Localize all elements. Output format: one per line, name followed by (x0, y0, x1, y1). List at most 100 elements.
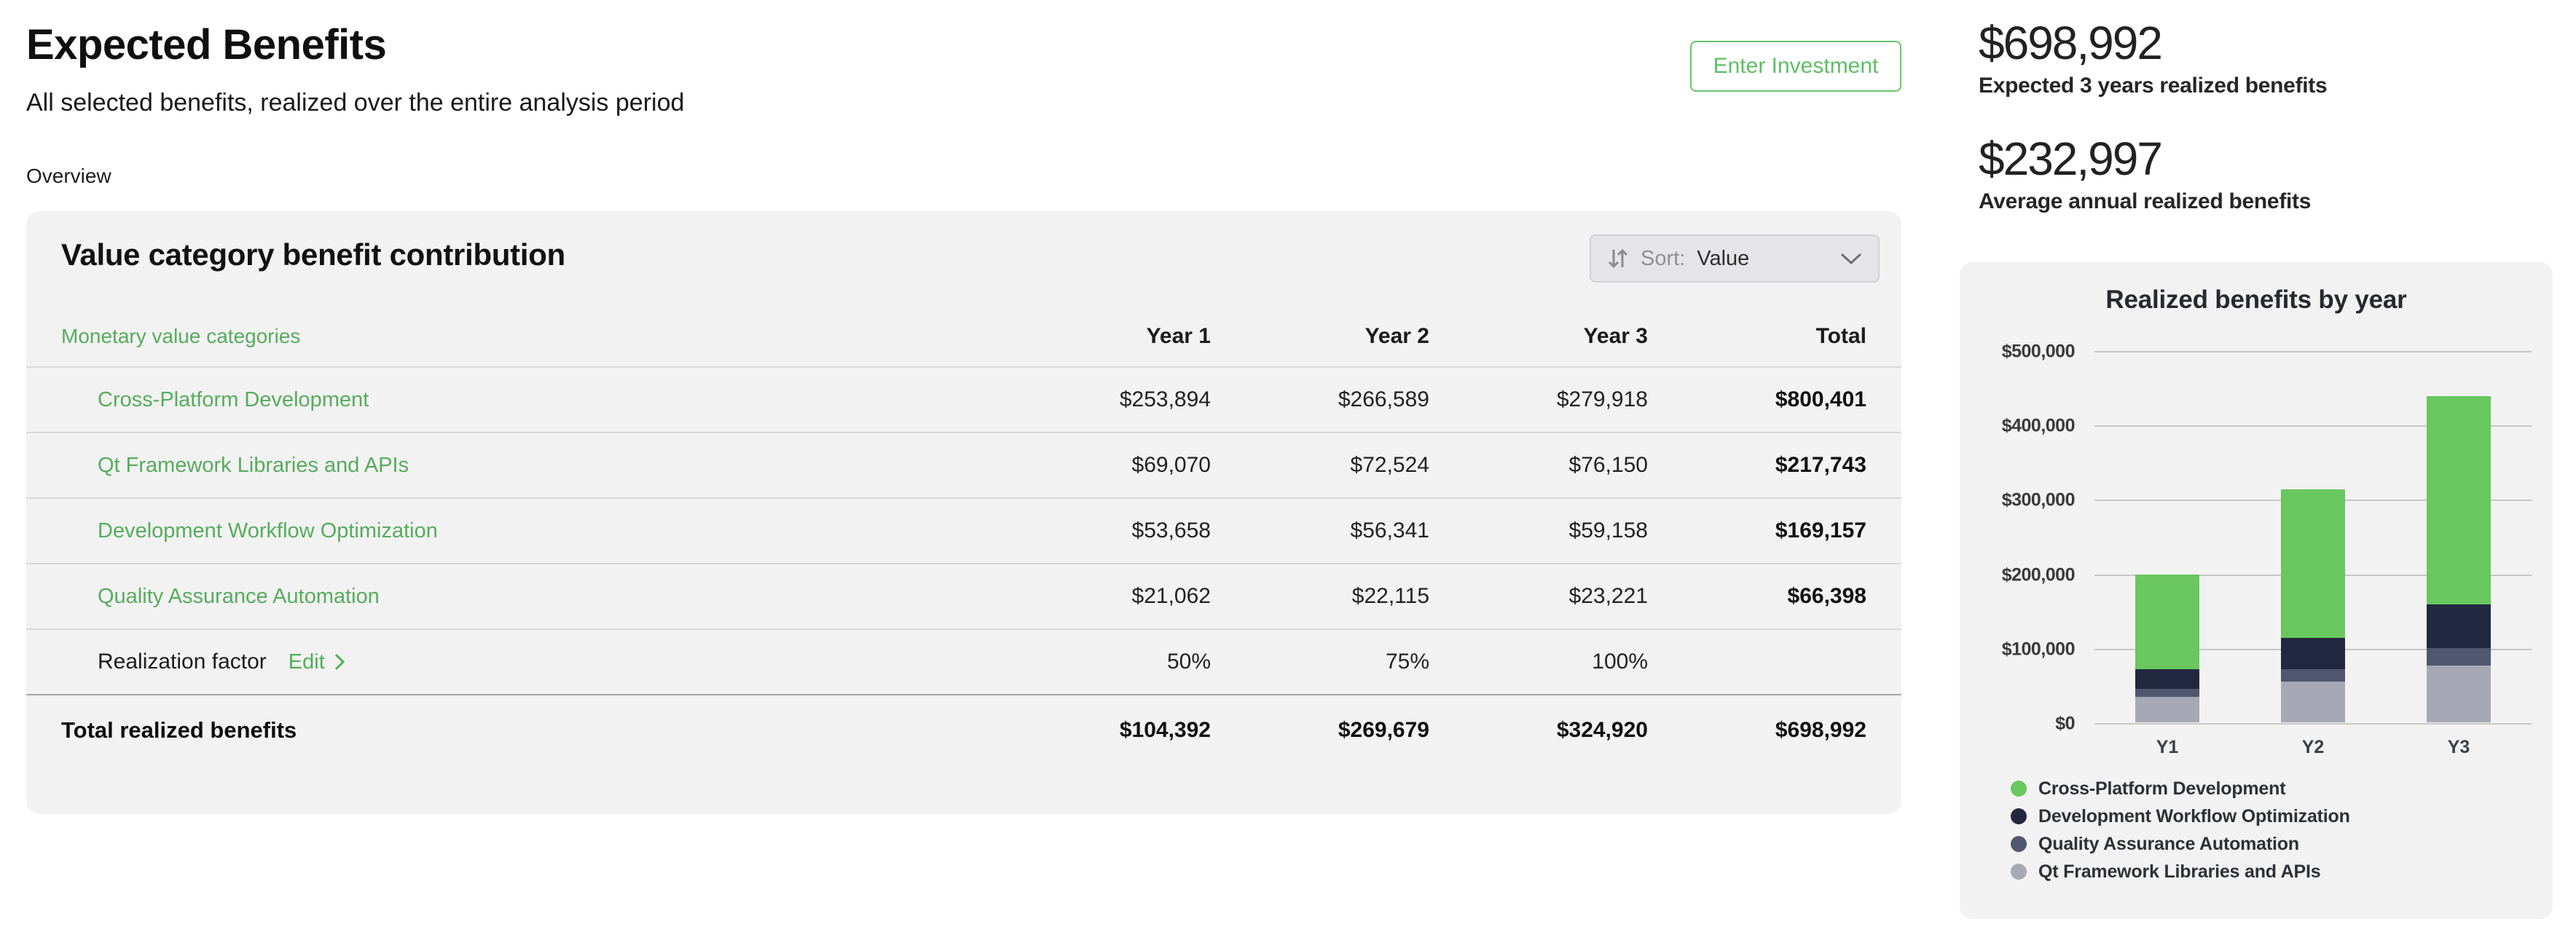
row-total-value: $169,157 (1775, 518, 1866, 543)
row-year-value: $53,658 (1131, 518, 1211, 543)
realization-factor-row: Realization factor Edit 50% 75% 100% (26, 630, 1901, 695)
column-header-year3: Year 3 (1583, 323, 1648, 348)
metric-total-benefits: $698,992 Expected 3 years realized benef… (1979, 17, 2328, 98)
category-link[interactable]: Qt Framework Libraries and APIs (98, 454, 409, 477)
enter-investment-button[interactable]: Enter Investment (1690, 41, 1901, 92)
row-year-value: $76,150 (1568, 453, 1648, 477)
metric-average-annual: $232,997 Average annual realized benefit… (1979, 134, 2327, 214)
bar-segment (2427, 648, 2491, 666)
row-year-value: $253,894 (1119, 387, 1211, 411)
legend-dot-icon (2011, 836, 2027, 852)
row-year-value: $59,158 (1568, 518, 1648, 543)
row-year-value: $22,115 (1351, 584, 1429, 608)
y-axis-label: $400,000 (2001, 415, 2076, 436)
x-axis-label: Y1 (2156, 737, 2179, 757)
bar-segment (2427, 666, 2491, 722)
legend-dot-icon (2011, 781, 2027, 797)
y-axis-label: $100,000 (2001, 639, 2076, 660)
benefit-table: Monetary value categories Year 1 Year 2 … (26, 306, 1901, 765)
row-year-value: $266,589 (1338, 387, 1429, 411)
bar-segment (2281, 682, 2345, 722)
total-row-label: Total realized benefits (61, 717, 297, 743)
stacked-bar-y1 (2135, 574, 2199, 722)
row-year-value: $56,341 (1350, 518, 1429, 543)
realized-benefits-chart-card: Realized benefits by year $0 $100,000 $200… (1960, 262, 2553, 919)
bar-segment (2135, 574, 2199, 669)
row-year-value: $72,524 (1350, 453, 1429, 477)
y-axis-label: $200,000 (2001, 564, 2076, 585)
category-link[interactable]: Cross-Platform Development (98, 388, 369, 411)
row-year-value: $69,070 (1131, 453, 1211, 477)
edit-realization-link[interactable]: Edit (288, 650, 345, 674)
chart-title: Realized benefits by year (2105, 285, 2407, 314)
column-header-year2: Year 2 (1364, 323, 1429, 348)
metric-label: Average annual realized benefits (1979, 189, 2312, 214)
stacked-bar-y3 (2427, 395, 2491, 722)
column-header-total: Total (1815, 323, 1866, 348)
bar-segment (2281, 669, 2345, 682)
category-cell: Qt Framework Libraries and APIs (61, 453, 992, 478)
total-year3: $324,920 (1556, 718, 1648, 742)
sort-selected-value: Value (1697, 246, 1750, 270)
bar-segment (2135, 688, 2199, 697)
table-body: Cross-Platform Development $253,894 $266,5… (26, 368, 1901, 630)
tab-overview[interactable]: Overview (26, 165, 111, 187)
total-row: Total realized benefits $104,392 $269,67… (26, 695, 1901, 765)
x-axis-label: Y3 (2447, 737, 2470, 757)
row-year-value: $279,918 (1556, 387, 1648, 411)
y-axis-label: $500,000 (2001, 341, 2076, 362)
legend-label: Cross-Platform Development (2038, 778, 2286, 799)
metric-label: Expected 3 years realized benefits (1979, 74, 2328, 98)
total-year1: $104,392 (1119, 718, 1211, 742)
x-axis-label: Y2 (2301, 737, 2325, 757)
page-subtitle: All selected benefits, realized over the… (26, 89, 685, 117)
sort-dropdown[interactable]: Sort: Value (1590, 234, 1880, 283)
gridline (2094, 723, 2532, 725)
chart-legend: Cross-Platform Development Development Wo… (2011, 775, 2350, 885)
total-year2: $269,679 (1338, 718, 1429, 742)
table-row: Quality Assurance Automation $21,062 $22,1… (26, 564, 1901, 630)
legend-item: Cross-Platform Development (2011, 775, 2350, 802)
page-title: Expected Benefits (26, 21, 387, 68)
metric-value: $698,992 (1979, 17, 2163, 69)
chevron-down-icon (1840, 252, 1862, 265)
legend-item: Qt Framework Libraries and APIs (2011, 858, 2350, 885)
bar-segment (2135, 668, 2199, 689)
realization-year3: 100% (1592, 650, 1648, 674)
row-total-value: $217,743 (1775, 453, 1866, 477)
bar-segment (2135, 696, 2199, 722)
y-axis-label: $0 (2055, 713, 2075, 734)
legend-dot-icon (2011, 864, 2027, 880)
legend-dot-icon (2011, 808, 2027, 824)
edit-link-label: Edit (288, 650, 325, 674)
realization-year2: 75% (1385, 650, 1429, 674)
bar-segment (2427, 604, 2491, 649)
column-header-categories: Monetary value categories (61, 324, 301, 347)
row-year-value: $23,221 (1568, 584, 1648, 608)
column-header-year1: Year 1 (1146, 323, 1211, 348)
total-grand: $698,992 (1775, 718, 1866, 742)
table-row: Cross-Platform Development $253,894 $266,5… (26, 368, 1901, 433)
row-total-value: $800,401 (1775, 387, 1866, 411)
legend-item: Quality Assurance Automation (2011, 830, 2350, 858)
bar-segment (2281, 489, 2345, 639)
category-cell: Quality Assurance Automation (61, 584, 992, 609)
benefit-contribution-card: Value category benefit contribution Sort… (26, 211, 1901, 814)
table-row: Development Workflow Optimization $53,658… (26, 499, 1901, 564)
row-total-value: $66,398 (1787, 584, 1866, 608)
gridline (2094, 425, 2532, 427)
summary-metrics: $698,992 Expected 3 years realized benef… (1979, 17, 2328, 214)
sort-prefix-label: Sort: (1641, 246, 1686, 270)
category-link[interactable]: Development Workflow Optimization (98, 519, 438, 543)
row-year-value: $21,062 (1131, 584, 1211, 608)
chart-plot-area (2094, 351, 2532, 725)
legend-label: Quality Assurance Automation (2038, 833, 2299, 854)
category-link[interactable]: Quality Assurance Automation (98, 585, 380, 608)
bar-segment (2427, 395, 2491, 605)
legend-label: Qt Framework Libraries and APIs (2038, 861, 2321, 882)
card-title: Value category benefit contribution (61, 237, 565, 272)
realization-year1: 50% (1166, 650, 1211, 674)
legend-label: Development Workflow Optimization (2038, 805, 2350, 826)
table-header-row: Monetary value categories Year 1 Year 2 … (26, 306, 1901, 368)
stacked-bar-y2 (2281, 489, 2345, 722)
